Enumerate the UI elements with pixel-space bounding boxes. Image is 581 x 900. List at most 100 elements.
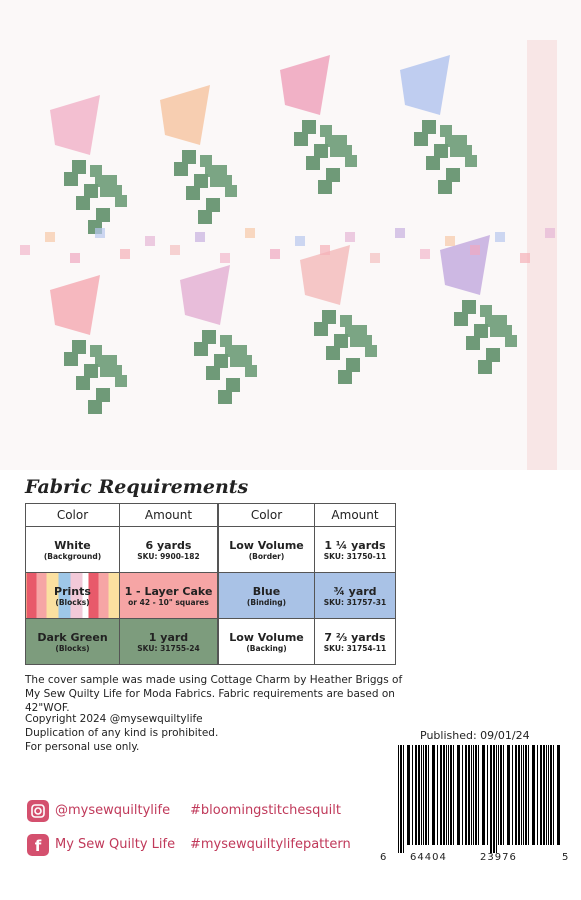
sashing-square <box>170 245 180 255</box>
cell-main: 1 ¼ yards <box>324 538 386 552</box>
copyright-line: Copyright 2024 @mysewquiltylife <box>25 713 203 725</box>
sashing-square <box>370 253 380 263</box>
barcode-bar <box>543 745 545 845</box>
leaf-square <box>76 196 90 210</box>
sashing-square <box>445 236 455 246</box>
barcode-bar <box>503 745 504 845</box>
note: The cover sample was made using Cottage … <box>25 674 403 714</box>
leaf-square <box>198 210 212 224</box>
cell-sub: SKU: 31757-31 <box>323 597 387 607</box>
leaf-square <box>465 155 477 167</box>
leaf-square <box>245 365 257 377</box>
leaf-square <box>186 186 200 200</box>
leaf-square <box>105 175 117 187</box>
barcode-bar <box>550 745 552 845</box>
cell-main: 6 yards <box>145 538 192 552</box>
barcode-bar <box>418 745 420 845</box>
barcode-bar <box>473 745 474 845</box>
leaf-square <box>474 324 488 338</box>
leaf-square <box>200 155 212 167</box>
barcode-bar <box>443 745 445 845</box>
table-row: Low Volume (Border) 1 ¼ yards SKU: 31750-11 <box>218 526 396 573</box>
barcode-bar <box>437 745 438 845</box>
barcode-bar <box>440 745 442 845</box>
fabric-table: Color Amount White (Background) 6 yards SKU: … <box>25 503 218 665</box>
barcode-bar <box>425 745 427 845</box>
sashing-square <box>270 249 280 259</box>
sashing-square <box>420 249 430 259</box>
leaf-square <box>214 354 228 368</box>
cell-sub: or 42 - 10" squares <box>128 597 209 607</box>
barcode-bar <box>546 745 547 845</box>
barcode-bar <box>446 745 447 845</box>
barcode-bar <box>553 745 554 845</box>
cell-sub: SKU: 31750-11 <box>323 551 387 561</box>
copyright-line: For personal use only. <box>25 741 140 753</box>
cell-sub: SKU: 9900-182 <box>137 551 200 561</box>
sashing-square <box>120 249 130 259</box>
leaf-square <box>414 132 428 146</box>
leaf-square <box>100 365 112 377</box>
leaf-square <box>345 155 357 167</box>
sashing-square <box>495 232 505 242</box>
leaf-square <box>105 355 117 367</box>
barcode-bar <box>423 745 424 845</box>
leaf-square <box>438 180 452 194</box>
leaf-square <box>84 364 98 378</box>
cell-main: ¾ yard <box>333 584 377 598</box>
table-row: Blue (Binding) ¾ yard SKU: 31757-31 <box>218 572 396 619</box>
barcode-bar <box>400 745 402 853</box>
leaf-square <box>466 336 480 350</box>
leaf-square <box>480 305 492 317</box>
barcode-bar <box>453 745 454 845</box>
hashtag[interactable]: #bloomingstitchesquilt <box>190 803 341 818</box>
barcode-bar <box>521 745 522 845</box>
leaf-square <box>486 348 500 362</box>
leaf-square <box>100 185 112 197</box>
table-cell: Low Volume (Backing) <box>218 618 315 665</box>
flower-petal <box>400 55 450 115</box>
barcode-bar <box>490 745 492 853</box>
leaf-square <box>320 125 332 137</box>
copyright-line: Duplication of any kind is prohibited. <box>25 727 219 739</box>
leaf-square <box>88 400 102 414</box>
barcode-bar <box>532 745 535 845</box>
leaf-square <box>454 312 468 326</box>
header-row: Color Amount <box>25 503 218 527</box>
leaf-square <box>110 185 122 197</box>
leaf-square <box>230 355 242 367</box>
facebook-handle[interactable]: My Sew Quilty Life <box>55 837 176 852</box>
sashing-square <box>145 236 155 246</box>
leaf-square <box>115 195 127 207</box>
barcode-bar <box>523 745 524 845</box>
leaf-square <box>314 322 328 336</box>
barcode-bar <box>432 745 435 845</box>
leaf-square <box>495 315 507 327</box>
leaf-square <box>76 376 90 390</box>
instagram-handle[interactable]: @mysewquiltylife <box>55 803 171 818</box>
leaf-square <box>220 175 232 187</box>
cell-sub: (Backing) <box>246 643 287 653</box>
cell-sub: SKU: 31755-24 <box>137 643 200 653</box>
hashtag[interactable]: #mysewquiltylifepattern <box>190 837 351 852</box>
leaf-square <box>96 388 110 402</box>
barcode-bar <box>457 745 460 845</box>
leaf-square <box>294 132 308 146</box>
social-icons: f <box>27 800 49 856</box>
leaf-square <box>434 144 448 158</box>
barcode-bar <box>537 745 538 845</box>
cell-sub: SKU: 31754-11 <box>323 643 387 653</box>
leaf-square <box>330 145 342 157</box>
leaf-square <box>306 156 320 170</box>
sashing-square <box>520 253 530 263</box>
leaf-square <box>365 345 377 357</box>
column-header: Amount <box>314 503 396 527</box>
leaf-square <box>226 378 240 392</box>
table-cell: ¾ yard SKU: 31757-31 <box>314 572 396 619</box>
leaf-square <box>335 135 347 147</box>
cell-main: 1 - Layer Cake <box>124 584 213 598</box>
sashing-square <box>220 253 230 263</box>
leaf-square <box>340 145 352 157</box>
leaf-square <box>90 165 102 177</box>
